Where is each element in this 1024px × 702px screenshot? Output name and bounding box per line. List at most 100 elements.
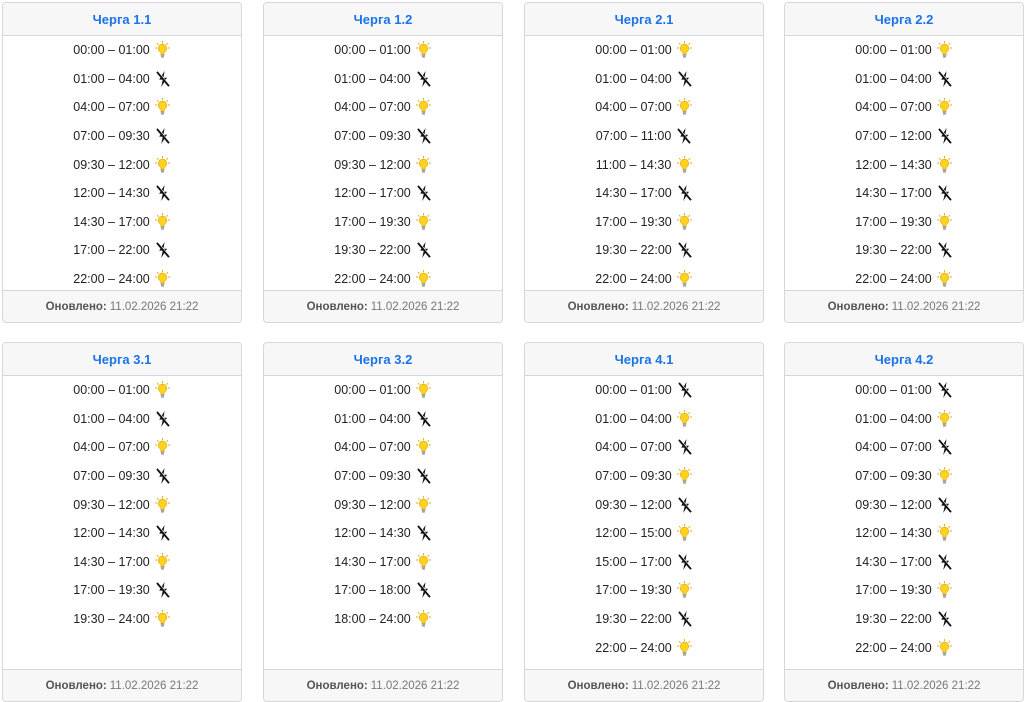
slot-time: 00:00 – 01:00 [73,383,150,398]
schedule-slot: 01:00 – 04:00 [785,65,1023,94]
updated-footer: Оновлено: 11.02.2026 21:22 [264,290,502,322]
slot-time: 14:30 – 17:00 [855,186,932,201]
lightbulb-icon [155,98,171,116]
updated-footer: Оновлено: 11.02.2026 21:22 [3,669,241,701]
slot-time: 17:00 – 18:00 [334,583,411,598]
schedule-slot: 22:00 – 24:00 [264,265,502,294]
schedule-slot: 14:30 – 17:00 [785,548,1023,577]
schedule-slot: 04:00 – 07:00 [525,93,763,122]
schedule-slot: 04:00 – 07:00 [264,93,502,122]
schedule-slot: 15:00 – 17:00 [525,548,763,577]
schedule-slot: 04:00 – 07:00 [785,93,1023,122]
lightbulb-icon [937,524,953,542]
slot-time: 04:00 – 07:00 [334,100,411,115]
power-off-icon [677,610,693,628]
schedule-slot: 14:30 – 17:00 [3,548,241,577]
slot-time: 01:00 – 04:00 [855,71,932,86]
slot-time: 22:00 – 24:00 [855,272,932,287]
schedule-slot: 19:30 – 24:00 [3,605,241,634]
slot-time: 14:30 – 17:00 [855,554,932,569]
lightbulb-icon [416,212,432,231]
power-off-icon [155,524,171,542]
power-off-icon [937,127,953,145]
schedule-slot: 12:00 – 14:30 [785,519,1023,548]
lightbulb-icon [155,212,171,231]
schedule-slot: 22:00 – 24:00 [525,265,763,294]
schedule-slot: 07:00 – 09:30 [525,462,763,491]
power-off-icon [155,70,171,88]
power-off-icon [155,467,171,485]
slot-time: 04:00 – 07:00 [334,440,411,455]
updated-timestamp: 11.02.2026 21:22 [370,679,460,692]
power-off-icon [937,184,953,202]
schedule-slot: 00:00 – 01:00 [264,36,502,65]
schedule-slot: 14:30 – 17:00 [785,179,1023,208]
power-off-icon [937,553,953,571]
schedule-list: 00:00 – 01:00 01:00 – 04:00 04:00 – 07:00 0… [525,36,763,293]
queue-title: Черга 1.2 [264,3,502,36]
lightbulb-icon [677,581,693,599]
power-off-icon [677,241,693,259]
slot-time: 07:00 – 09:30 [73,469,150,484]
queue-title: Черга 1.1 [3,3,241,36]
slot-time: 17:00 – 19:30 [855,583,932,598]
slot-time: 01:00 – 04:00 [73,71,150,86]
lightbulb-icon [677,212,693,231]
slot-time: 19:30 – 24:00 [73,612,150,627]
lightbulb-icon [677,270,693,288]
slot-time: 19:30 – 22:00 [855,612,932,627]
slot-time: 01:00 – 04:00 [595,411,672,426]
lightbulb-icon [155,270,171,288]
schedule-slot: 07:00 – 09:30 [3,462,241,491]
schedule-slot: 04:00 – 07:00 [525,433,763,462]
power-off-icon [677,70,693,88]
slot-time: 12:00 – 14:30 [334,526,411,541]
power-off-icon [155,184,171,202]
schedule-slot: 17:00 – 19:30 [3,576,241,605]
slot-time: 14:30 – 17:00 [73,214,150,229]
schedule-slot: 14:30 – 17:00 [525,179,763,208]
power-off-icon [937,610,953,628]
slot-time: 09:30 – 12:00 [855,497,932,512]
schedule-slot: 07:00 – 09:30 [785,462,1023,491]
slot-time: 01:00 – 04:00 [334,71,411,86]
lightbulb-icon [677,409,693,428]
schedule-list: 00:00 – 01:00 01:00 – 04:00 04:00 – 07:00 0… [3,36,241,293]
schedule-slot: 17:00 – 19:30 [525,208,763,237]
lightbulb-icon [937,98,953,116]
schedule-slot: 01:00 – 04:00 [525,405,763,434]
queue-card: Черга 4.2 00:00 – 01:00 01:00 – 04:00 04:00… [784,342,1024,702]
power-off-icon [677,381,693,399]
schedule-slot: 14:30 – 17:00 [3,208,241,237]
lightbulb-icon [937,581,953,599]
slot-time: 14:30 – 17:00 [73,554,150,569]
lightbulb-icon [937,270,953,288]
queue-card: Черга 2.1 00:00 – 01:00 01:00 – 04:00 04:00… [524,2,764,323]
lightbulb-icon [937,467,953,485]
power-off-icon [416,127,432,145]
lightbulb-icon [155,41,171,59]
lightbulb-icon [155,610,171,628]
schedule-slot: 00:00 – 01:00 [3,36,241,65]
slot-time: 22:00 – 24:00 [595,640,672,655]
power-off-icon [155,127,171,145]
slot-time: 00:00 – 01:00 [855,43,932,58]
schedule-slot: 07:00 – 09:30 [3,122,241,151]
slot-time: 12:00 – 14:30 [855,526,932,541]
slot-time: 22:00 – 24:00 [855,640,932,655]
slot-time: 04:00 – 07:00 [855,100,932,115]
schedule-slot: 04:00 – 07:00 [3,433,241,462]
slot-time: 12:00 – 15:00 [595,526,672,541]
slot-time: 07:00 – 09:30 [855,469,932,484]
slot-time: 07:00 – 09:30 [334,129,411,144]
lightbulb-icon [677,638,693,657]
schedule-slot: 17:00 – 18:00 [264,576,502,605]
schedule-slot: 19:30 – 22:00 [525,236,763,265]
slot-time: 22:00 – 24:00 [595,272,672,287]
slot-time: 17:00 – 19:30 [595,214,672,229]
slot-time: 00:00 – 01:00 [855,383,932,398]
lightbulb-icon [155,495,171,514]
schedule-slot: 00:00 – 01:00 [525,376,763,405]
slot-time: 04:00 – 07:00 [595,440,672,455]
updated-timestamp: 11.02.2026 21:22 [631,679,721,692]
